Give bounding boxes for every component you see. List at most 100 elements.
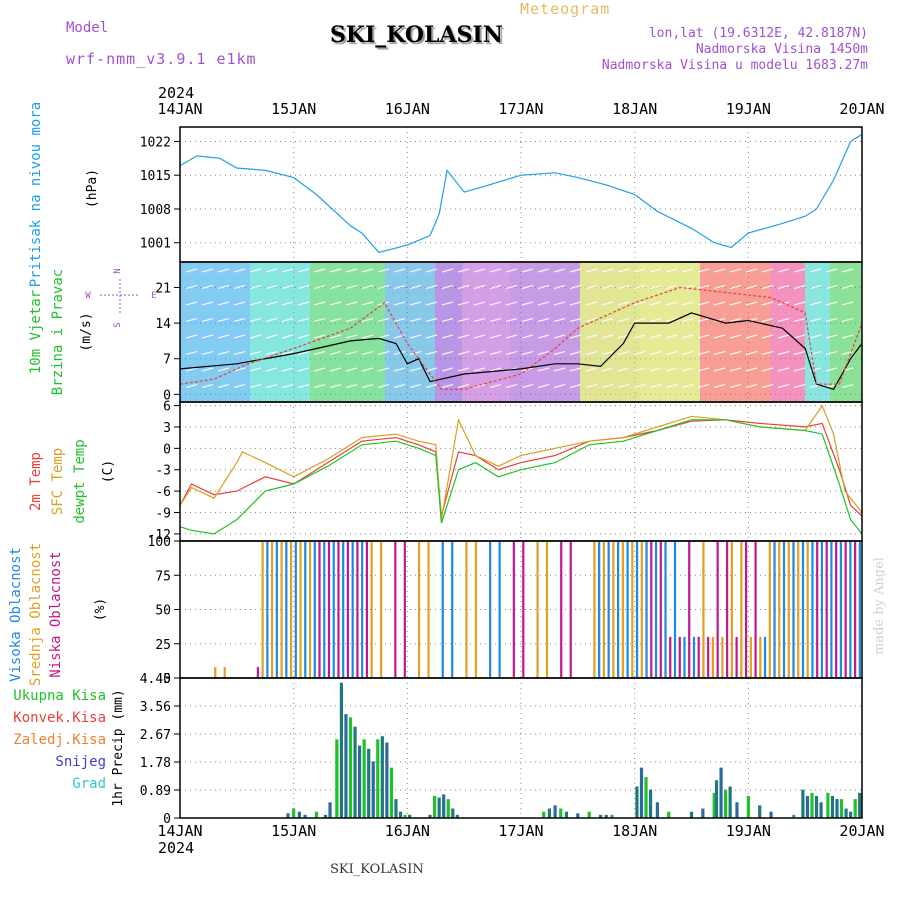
wind-barb bbox=[249, 268, 262, 273]
wind-barb bbox=[793, 301, 806, 306]
cloud-bar bbox=[602, 541, 605, 678]
x-tick-label-bottom: 14JAN bbox=[157, 822, 202, 840]
y-tick-label: 2.67 bbox=[140, 728, 171, 743]
y-tick-label: 14 bbox=[155, 317, 171, 332]
legend-precip: Konvek.Kisa bbox=[13, 710, 106, 726]
wind-barb bbox=[729, 268, 742, 273]
wind-barb bbox=[617, 317, 630, 323]
cloud-bar bbox=[707, 636, 710, 678]
precip-bar bbox=[712, 792, 716, 818]
precip-bar bbox=[826, 792, 830, 818]
panel-wind bbox=[100, 261, 863, 403]
cloud-bar bbox=[451, 541, 454, 678]
wind-barb bbox=[585, 317, 598, 323]
wind-barb bbox=[793, 317, 806, 323]
wind-barb bbox=[457, 367, 470, 372]
wind-barb bbox=[649, 284, 662, 290]
cloud-bar bbox=[773, 541, 776, 678]
precip-bar bbox=[810, 792, 814, 818]
precip-bar bbox=[389, 767, 394, 818]
cloud-bar bbox=[370, 541, 373, 678]
wind-barb bbox=[505, 350, 518, 356]
wind-barb bbox=[505, 334, 518, 339]
cloud-bar bbox=[522, 541, 525, 678]
model-name: wrf-nmm_v3.9.1 e1km bbox=[66, 50, 257, 68]
wind-barb bbox=[393, 284, 406, 290]
wind-barb bbox=[633, 350, 646, 356]
wind-barb bbox=[601, 268, 614, 273]
elevation-model-label: Nadmorska Visina u modelu 1683.27m bbox=[601, 58, 868, 73]
wind-barb bbox=[185, 317, 198, 323]
compass-west: W bbox=[85, 291, 91, 301]
wind-barb bbox=[777, 383, 790, 389]
wind-barb bbox=[313, 383, 326, 389]
wind-barb bbox=[393, 350, 406, 356]
legend-precip: Grad bbox=[72, 776, 106, 792]
wind-barb bbox=[713, 367, 726, 372]
cloud-bar bbox=[498, 541, 501, 678]
precip-bar bbox=[437, 797, 441, 818]
wind-barb bbox=[713, 383, 726, 389]
wind-barb bbox=[297, 301, 310, 306]
wind-barb bbox=[473, 284, 486, 290]
wind-barb bbox=[665, 383, 678, 389]
wind-barb bbox=[201, 334, 214, 339]
wind-barb bbox=[425, 367, 438, 372]
wind-barb bbox=[697, 383, 710, 389]
wind-barb bbox=[601, 301, 614, 306]
wind-barb bbox=[345, 268, 358, 273]
y-tick-label: 75 bbox=[155, 569, 171, 584]
wind-barb bbox=[249, 334, 262, 339]
cloud-bar bbox=[621, 541, 624, 678]
wind-barb bbox=[441, 334, 454, 339]
precip-bar bbox=[858, 792, 862, 818]
wind-barb bbox=[361, 383, 374, 389]
wind-barb bbox=[361, 268, 374, 273]
wind-barb bbox=[441, 367, 454, 372]
wind-barb bbox=[825, 301, 838, 306]
wind-barb bbox=[489, 334, 502, 339]
precip-bar bbox=[714, 780, 719, 818]
wind-barb bbox=[473, 334, 486, 339]
cloud-bar bbox=[351, 541, 354, 678]
wind-barb bbox=[457, 284, 470, 290]
precip-bar bbox=[547, 808, 552, 818]
wind-barb bbox=[729, 317, 742, 323]
wind-barb bbox=[601, 383, 614, 389]
precip-bar bbox=[371, 761, 375, 818]
wind-barb bbox=[777, 317, 790, 323]
wind-barb bbox=[441, 383, 454, 389]
cloud-bar bbox=[844, 541, 847, 678]
wind-barb bbox=[761, 317, 774, 323]
wind-barb bbox=[233, 383, 246, 389]
wind-barb bbox=[345, 317, 358, 323]
wind-barb bbox=[713, 268, 726, 273]
wind-barb bbox=[313, 367, 326, 372]
precip-bar bbox=[385, 742, 389, 818]
wind-barb bbox=[377, 350, 390, 356]
precip-bar bbox=[451, 808, 455, 818]
wind-barb bbox=[377, 334, 390, 339]
precip-bar bbox=[335, 739, 339, 818]
y-tick-label: 0 bbox=[163, 388, 171, 403]
cloud-bar bbox=[854, 541, 857, 678]
wind-barb bbox=[409, 284, 422, 290]
precip-bar bbox=[353, 726, 357, 818]
y-tick-label: 1008 bbox=[140, 203, 171, 218]
compass-east: E bbox=[151, 291, 156, 301]
model-label: Model bbox=[66, 20, 109, 36]
page-title: SKI_KOLASIN bbox=[330, 22, 503, 48]
wind-barb bbox=[473, 268, 486, 273]
wind-barb bbox=[393, 301, 406, 306]
wind-barb bbox=[585, 334, 598, 339]
wind-barb bbox=[409, 317, 422, 323]
wind-barb bbox=[201, 350, 214, 356]
wind-barb bbox=[585, 350, 598, 356]
cloud-bar bbox=[256, 667, 259, 678]
panel-temperature bbox=[174, 401, 863, 542]
wind-barb bbox=[777, 268, 790, 273]
cloud-bar bbox=[441, 541, 444, 678]
wind-barb bbox=[729, 383, 742, 389]
wind-barb bbox=[313, 350, 326, 356]
